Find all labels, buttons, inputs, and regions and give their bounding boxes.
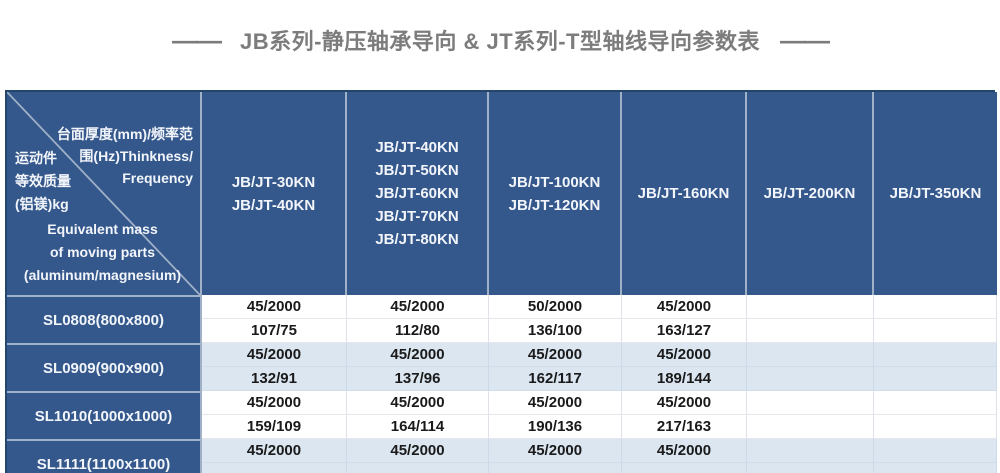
corner-label-equivalent-mass-cjk: 运动件 等效质量 (铝镁)kg: [15, 150, 71, 212]
table-cell: 45/2000: [489, 391, 622, 415]
table-cell: [747, 295, 874, 319]
corner-label-thickness-frequency: 台面厚度(mm)/频率范 围(Hz)Thinkness/ Frequency: [56, 126, 193, 186]
table-cell: 45/2000: [347, 295, 489, 319]
table-cell: 45/2000: [622, 295, 747, 319]
table-cell: 45/2000: [202, 391, 347, 415]
table-cell: 137/96: [347, 367, 489, 391]
table-cell: 162/117: [489, 367, 622, 391]
table-cell: 45/2000: [347, 439, 489, 463]
table-cell: [747, 343, 874, 367]
table-cell: [874, 463, 997, 473]
diagonal-divider-line: [7, 92, 200, 295]
table-cell: 45/2000: [489, 439, 622, 463]
column-header-160kn: JB/JT-160KN: [622, 92, 747, 295]
table-cell: 45/2000: [622, 391, 747, 415]
column-header-100-120kn: JB/JT-100KN JB/JT-120KN: [489, 92, 622, 295]
row-label-sl0808: SL0808(800x800): [7, 295, 202, 343]
table-cell: 159/109: [202, 415, 347, 439]
table-cell: 107/75: [202, 319, 347, 343]
table-cell: 190/136: [489, 415, 622, 439]
table-cell: 45/2000: [202, 439, 347, 463]
table-cell: 217/163: [622, 415, 747, 439]
table-cell: [874, 295, 997, 319]
corner-cell: 台面厚度(mm)/频率范 围(Hz)Thinkness/ Frequency 运…: [7, 92, 202, 295]
column-header-200kn: JB/JT-200KN: [747, 92, 874, 295]
row-label-sl1111: SL1111(1100x1100): [7, 439, 202, 473]
corner-label-equivalent-mass-en: Equivalent mass of moving parts (aluminu…: [23, 221, 182, 283]
title-text: JB系列-静压轴承导向 & JT系列-T型轴线导向参数表: [239, 29, 760, 54]
column-header-30-40kn: JB/JT-30KN JB/JT-40KN: [202, 92, 347, 295]
table-cell: [202, 463, 347, 473]
table-cell: 164/114: [347, 415, 489, 439]
table-cell: 45/2000: [347, 391, 489, 415]
row-label-sl1010: SL1010(1000x1000): [7, 391, 202, 439]
table-cell: 163/127: [622, 319, 747, 343]
table-cell: [747, 367, 874, 391]
table-cell: [874, 343, 997, 367]
table-cell: 50/2000: [489, 295, 622, 319]
table-cell: 189/144: [622, 367, 747, 391]
table-cell: 45/2000: [489, 343, 622, 367]
table-cell: 45/2000: [622, 439, 747, 463]
table-cell: [874, 367, 997, 391]
table-cell: [747, 391, 874, 415]
table-cell: 45/2000: [202, 343, 347, 367]
table-cell: 45/2000: [622, 343, 747, 367]
table-cell: [347, 463, 489, 473]
title-dash-left: ——: [171, 25, 222, 55]
table-cell: [622, 463, 747, 473]
table-cell: 132/91: [202, 367, 347, 391]
table-cell: [874, 391, 997, 415]
row-label-sl0909: SL0909(900x900): [7, 343, 202, 391]
table-cell: [874, 319, 997, 343]
column-header-350kn: JB/JT-350KN: [874, 92, 997, 295]
table-cell: [874, 415, 997, 439]
table-cell: 136/100: [489, 319, 622, 343]
title-dash-right: ——: [780, 25, 830, 55]
table-cell: 112/80: [347, 319, 489, 343]
table-cell: [489, 463, 622, 473]
table-cell: [874, 439, 997, 463]
table-cell: 45/2000: [347, 343, 489, 367]
page-title: —— JB系列-静压轴承导向 & JT系列-T型轴线导向参数表 ——: [0, 22, 1000, 58]
table-cell: [747, 463, 874, 473]
table-cell: [747, 415, 874, 439]
parameter-table: 台面厚度(mm)/频率范 围(Hz)Thinkness/ Frequency 运…: [5, 90, 997, 473]
column-header-40-80kn: JB/JT-40KN JB/JT-50KN JB/JT-60KN JB/JT-7…: [347, 92, 489, 295]
table-cell: [747, 319, 874, 343]
table-cell: 45/2000: [202, 295, 347, 319]
table-cell: [747, 439, 874, 463]
